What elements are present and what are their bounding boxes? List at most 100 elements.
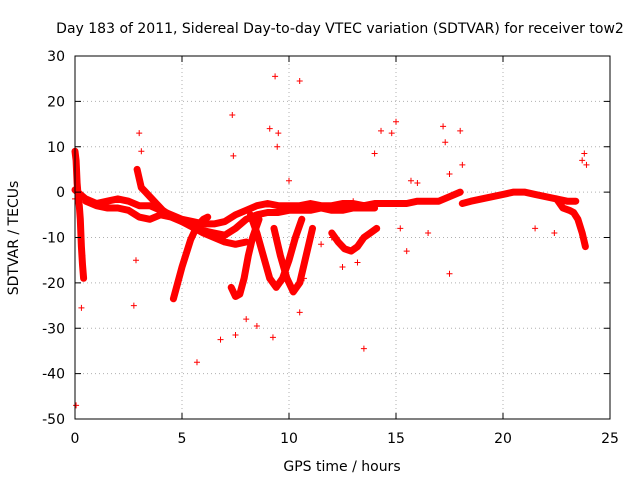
y-tick-label: 0 — [56, 185, 65, 201]
data-point — [566, 207, 573, 214]
data-point — [211, 234, 218, 241]
outlier-point — [350, 198, 357, 205]
data-point — [296, 207, 303, 214]
outlier-point — [286, 177, 292, 184]
data-point — [247, 211, 254, 218]
data-point — [264, 209, 271, 216]
data-point — [256, 216, 263, 223]
outlier-point — [232, 332, 239, 339]
data-point — [114, 205, 121, 212]
outlier-point — [446, 170, 453, 177]
outlier-point — [378, 127, 385, 134]
data-point — [296, 279, 303, 286]
data-point — [138, 184, 145, 191]
data-point — [309, 225, 316, 232]
outlier-point — [328, 234, 335, 241]
data-point — [271, 225, 278, 232]
data-point — [403, 200, 410, 207]
data-point — [500, 191, 506, 198]
data-point — [318, 205, 325, 212]
data-point — [553, 195, 560, 202]
outlier-point — [217, 336, 224, 343]
data-point — [183, 250, 190, 257]
data-point — [146, 202, 153, 209]
data-point — [542, 193, 549, 200]
outlier-point — [360, 345, 367, 352]
data-point — [236, 291, 243, 298]
data-point — [275, 209, 282, 216]
chart-title: Day 183 of 2011, Sidereal Day-to-day VTE… — [56, 21, 624, 37]
data-point — [457, 189, 464, 196]
outlier-point — [274, 143, 281, 150]
series-end-arc — [553, 195, 589, 251]
outlier-point — [300, 275, 307, 282]
data-point — [277, 252, 284, 259]
data-point — [521, 189, 528, 196]
data-point — [104, 198, 111, 205]
outlier-point — [551, 229, 558, 236]
data-point — [232, 211, 239, 218]
data-point — [221, 239, 228, 246]
y-tick-label: -50 — [42, 412, 65, 428]
y-tick-label: -10 — [42, 231, 65, 247]
data-point — [80, 275, 87, 282]
data-point — [446, 193, 453, 200]
data-point — [191, 227, 198, 234]
data-point — [283, 275, 290, 282]
y-axis-label: SDTVAR / TECUs — [6, 181, 22, 296]
outlier-point — [130, 302, 137, 309]
x-tick-label: 10 — [280, 431, 298, 447]
data-point — [582, 243, 589, 250]
grid — [75, 56, 610, 419]
outlier-point — [367, 202, 374, 209]
outlier-point — [403, 248, 410, 255]
data-point — [174, 279, 181, 286]
data-point — [93, 202, 100, 209]
data-point — [153, 200, 160, 207]
x-tick-label: 20 — [494, 431, 512, 447]
outlier-point — [296, 309, 303, 316]
data-point — [339, 200, 346, 207]
data-point — [275, 202, 282, 209]
series-start-spikes — [71, 147, 88, 282]
data-point — [79, 261, 86, 268]
outlier-point — [243, 316, 250, 323]
data-point — [341, 245, 348, 252]
data-point — [196, 220, 203, 227]
data-point — [260, 252, 267, 259]
series-main-trace-b — [82, 197, 379, 239]
series-midday-lower — [328, 224, 381, 255]
outlier-point — [253, 322, 260, 329]
data-point — [200, 229, 207, 236]
data-point — [478, 195, 485, 202]
outlier-point — [583, 161, 590, 168]
outlier-point — [229, 111, 236, 118]
outlier-point — [393, 118, 399, 125]
y-tick-label: -40 — [42, 367, 65, 383]
y-tick-label: -20 — [42, 276, 65, 292]
x-axis-label: GPS time / hours — [283, 459, 400, 475]
data-point — [82, 198, 89, 205]
data-point — [335, 239, 342, 246]
data-point — [510, 189, 517, 196]
data-point — [136, 175, 143, 182]
data-point — [307, 207, 314, 214]
data-point — [136, 214, 143, 221]
data-points — [71, 73, 590, 409]
data-point — [253, 229, 260, 236]
data-point — [303, 252, 310, 259]
outlier-point — [579, 157, 586, 164]
data-point — [170, 295, 177, 302]
outlier-point — [388, 130, 395, 137]
data-point — [435, 198, 442, 205]
data-point — [266, 275, 273, 282]
data-point — [73, 157, 80, 164]
y-tick-label: -30 — [42, 321, 65, 337]
outlier-point — [296, 77, 303, 84]
outlier-point — [446, 270, 453, 277]
data-point — [78, 243, 85, 250]
outlier-point — [318, 241, 325, 248]
outlier-point — [407, 177, 414, 184]
data-point — [273, 284, 280, 291]
